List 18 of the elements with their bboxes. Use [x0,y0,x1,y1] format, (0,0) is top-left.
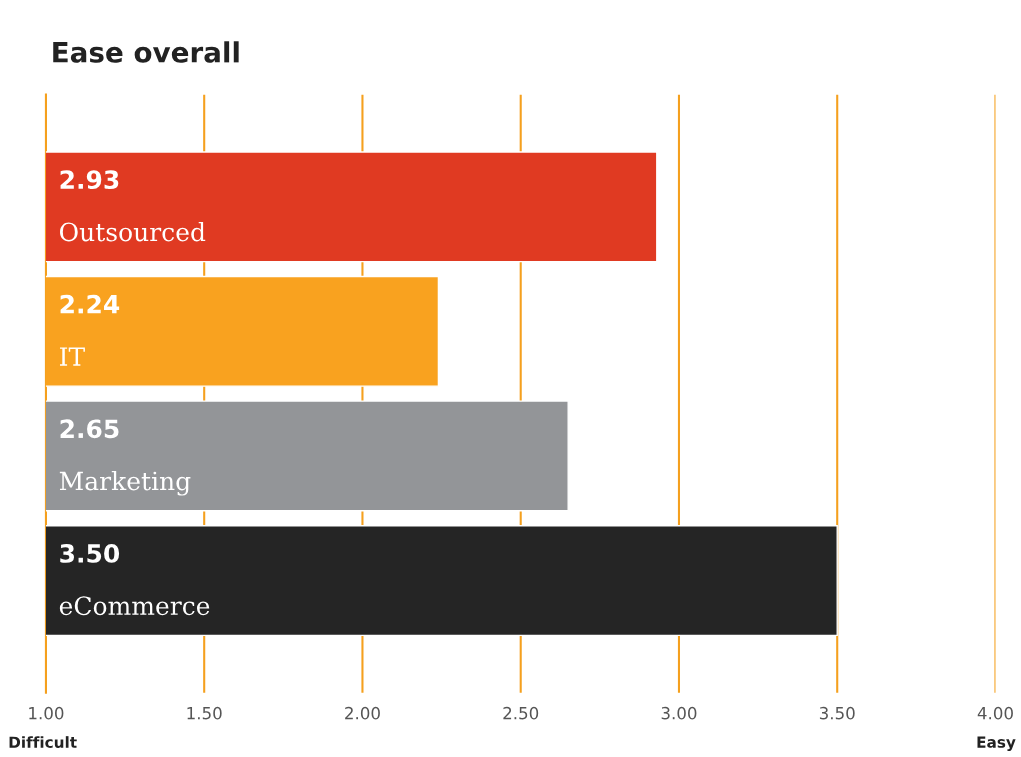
data-label: 2.65 [60,419,119,439]
text: Difficult [9,736,77,748]
y-tick-label: eCommerce [59,596,210,616]
x-tick-label: 3.50 [819,706,855,720]
x-tick-label: 2.00 [345,706,380,720]
y-tick-label: Marketing [59,471,191,496]
data-label: 3.50 [60,543,120,563]
data-label: 2.93 [60,170,119,190]
chart-title: Ease overall [53,41,239,63]
data-label: 2.24 [60,294,120,314]
y-tick-label: IT [59,347,85,366]
x-tick-label: 1.50 [187,706,222,720]
x-tick-label: 4.00 [977,706,1013,720]
y-tick-label: Outsourced [60,222,206,242]
text: Easy [977,736,1016,751]
x-tick-label: 1.00 [29,706,64,720]
x-tick-label: 3.00 [661,706,697,720]
x-tick-label: 2.50 [503,706,539,720]
